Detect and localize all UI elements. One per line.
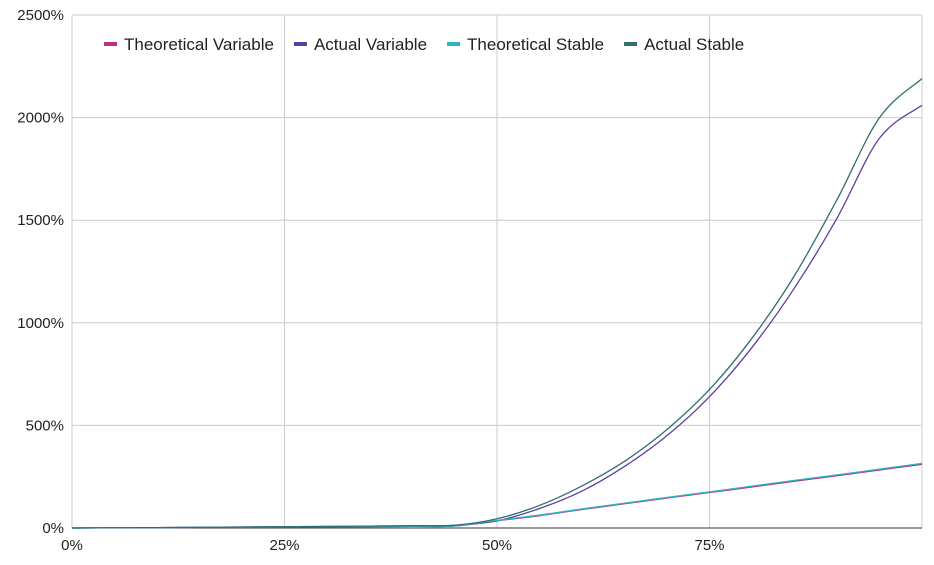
legend-swatch — [293, 42, 307, 46]
legend-item-actual-stable: Actual Stable — [624, 35, 744, 54]
axes: 0% 500% 1000% 1500% 2000% 2500% 0% 25% 50% 75% — [17, 7, 922, 554]
y-tick-label: 1500% — [17, 212, 64, 229]
gridlines — [71, 14, 923, 528]
series-lines — [71, 78, 923, 529]
y-tick-label: 500% — [26, 417, 64, 434]
y-tick-label: 1000% — [17, 315, 64, 332]
legend-label: Actual Variable — [314, 35, 427, 54]
x-tick-label: 75% — [694, 537, 724, 554]
legend-label: Theoretical Variable — [124, 35, 274, 54]
legend: Theoretical Variable Actual Variable Theor… — [104, 35, 744, 54]
y-tick-label: 0% — [42, 520, 64, 537]
legend-item-actual-variable: Actual Variable — [293, 35, 427, 54]
x-tick-label: 50% — [482, 537, 512, 554]
legend-item-theoretical-variable: Theoretical Variable — [104, 35, 274, 54]
x-tick-label: 0% — [61, 537, 83, 554]
legend-swatch — [447, 42, 461, 46]
legend-swatch — [624, 42, 638, 46]
legend-item-theoretical-stable: Theoretical Stable — [447, 35, 604, 54]
legend-label: Theoretical Stable — [467, 35, 604, 54]
series-line-actual-stable — [71, 78, 923, 529]
y-tick-label: 2000% — [17, 110, 64, 127]
y-tick-label: 2500% — [17, 7, 64, 24]
legend-label: Actual Stable — [644, 35, 744, 54]
legend-swatch — [104, 42, 117, 46]
x-tick-label: 25% — [269, 537, 299, 554]
